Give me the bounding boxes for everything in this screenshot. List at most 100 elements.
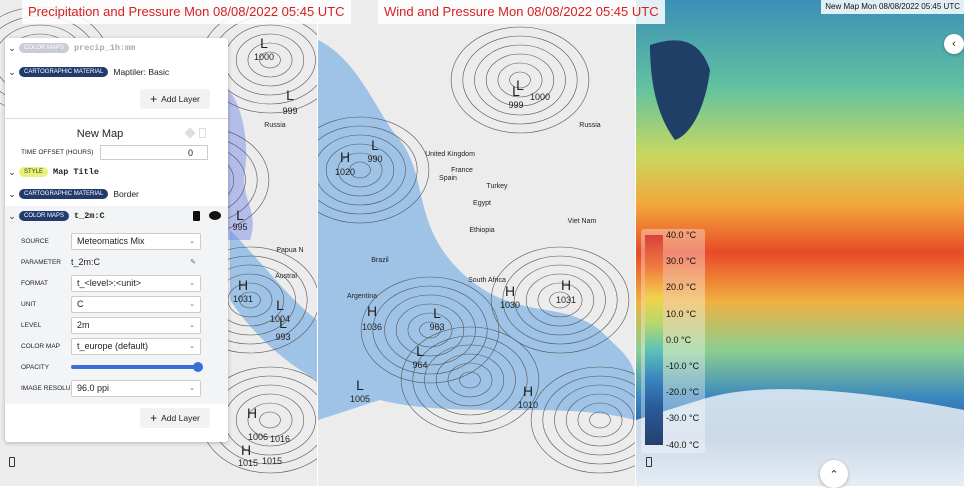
antarctica <box>636 389 964 486</box>
field-label: UNIT <box>21 300 37 308</box>
isobar <box>259 411 281 429</box>
isobar <box>349 161 371 179</box>
map-label: 1030 <box>500 300 520 310</box>
layer-name: Map Title <box>53 167 99 177</box>
layer-row[interactable]: ⌄ STYLE Map Title <box>5 163 228 181</box>
map-label: 1010 <box>518 400 538 410</box>
time-offset-input[interactable]: 0 <box>100 144 208 160</box>
chevron: ⌄ <box>8 210 16 221</box>
map-label: H <box>367 303 377 319</box>
divider <box>5 118 228 119</box>
collapse-button[interactable]: ‹ <box>944 34 964 54</box>
field-row: OPACITY <box>5 358 228 376</box>
field-row: FORMAT t_<level>:<unit> ⌄ <box>5 274 228 292</box>
isobar <box>360 276 500 384</box>
map-label: 995 <box>232 222 247 232</box>
map-label: L <box>236 207 244 223</box>
value-text: 96.0 ppi <box>77 383 110 393</box>
field-label: OPACITY <box>21 363 50 371</box>
delete-icon[interactable] <box>193 211 200 221</box>
panel-title: Wind and Pressure Mon 08/08/2022 05:45 U… <box>378 0 665 24</box>
expand-button[interactable]: ⌃ <box>820 460 848 488</box>
field-row: IMAGE RESOLUTION 96.0 ppi ⌄ <box>5 379 228 397</box>
map-label: 1031 <box>556 295 576 305</box>
legend-label: 30.0 °C <box>666 256 697 267</box>
map-label: L <box>416 343 424 359</box>
map-label: 1020 <box>335 167 355 177</box>
map-label: Ethiopia <box>469 227 494 234</box>
layer-row[interactable]: ⌄ CARTOGRAPHIC MATERIAL Maptiler: Basic <box>5 63 228 81</box>
layer-row[interactable]: ⌄ COLOR MAPS precip_1h:mm <box>5 39 228 57</box>
map-label: L <box>286 87 294 103</box>
map-label: Spain <box>439 175 457 182</box>
layer-tag: COLOR MAPS <box>19 211 70 221</box>
isobar <box>407 312 453 348</box>
time-offset: TIME OFFSET (HOURS) 0 <box>5 143 228 161</box>
dropdown-icon: ⌄ <box>189 322 195 329</box>
map-label: 1015 <box>262 456 282 466</box>
isobar <box>542 375 635 465</box>
field-value[interactable]: 2m ⌄ <box>71 316 201 334</box>
field-label: SOURCE <box>21 237 49 245</box>
field-value[interactable]: C ⌄ <box>71 295 201 313</box>
visibility-icon[interactable] <box>209 211 221 220</box>
value-text: t_europe (default) <box>77 341 149 351</box>
value-text: C <box>77 299 84 309</box>
map-label: H <box>241 442 251 458</box>
opacity-slider[interactable] <box>71 362 203 372</box>
icon <box>199 128 206 138</box>
map-label: L <box>276 297 284 313</box>
map-label: South Africa <box>468 277 506 284</box>
map-label: 963 <box>429 322 444 332</box>
field-label: IMAGE RESOLUTION <box>21 384 87 392</box>
plus-icon: + <box>150 411 158 425</box>
map-label: Brazil <box>371 257 389 264</box>
map-label: Viet Nam <box>568 218 597 225</box>
isobar <box>235 33 305 87</box>
layers-icon[interactable] <box>9 457 15 467</box>
map-label: L <box>356 377 364 393</box>
isobar <box>447 362 493 398</box>
legend-label: 0.0 °C <box>666 334 692 345</box>
field-value[interactable]: t_2m:C ✎ <box>71 254 201 271</box>
map-label: 1031 <box>233 294 253 304</box>
isobar <box>509 71 531 89</box>
map-label: 1006 <box>248 432 268 442</box>
field-row: PARAMETER t_2m:C ✎ <box>5 253 228 271</box>
field-value[interactable]: 96.0 ppi ⌄ <box>71 379 201 397</box>
color-legend: 40.0 °C 30.0 °C 20.0 °C 10.0 °C 0.0 °C -10.0 … <box>641 229 705 453</box>
map-label: Turkey <box>486 183 508 190</box>
isobar <box>325 143 395 197</box>
field-label: LEVEL <box>21 321 42 329</box>
map-label: 1015 <box>238 458 258 468</box>
layers-icon[interactable] <box>646 457 652 467</box>
button-label: Add Layer <box>161 413 200 423</box>
chevron: ⌄ <box>8 42 16 53</box>
map-label: L <box>433 305 441 321</box>
field-value[interactable]: t_europe (default) ⌄ <box>71 337 201 355</box>
dropdown-icon: ⌄ <box>189 301 195 308</box>
button-label: Add Layer <box>161 94 200 104</box>
add-layer-button[interactable]: + Add Layer <box>140 89 210 109</box>
map-label: 999 <box>282 106 297 116</box>
map-label: 1000 <box>254 52 274 62</box>
isobar <box>424 344 516 416</box>
legend-label: -40.0 °C <box>666 439 700 450</box>
field-label: TIME OFFSET (HOURS) <box>21 148 94 156</box>
map-label: Egypt <box>473 200 491 207</box>
panel-title: New Map Mon 08/08/2022 05:45 UTC <box>821 0 964 14</box>
layer-name: t_2m:C <box>74 211 105 221</box>
isobar <box>537 282 583 318</box>
legend-label: -30.0 °C <box>666 413 700 424</box>
field-value[interactable]: Meteomatics Mix ⌄ <box>71 232 201 250</box>
field-value[interactable]: t_<level>:<unit> ⌄ <box>71 274 201 292</box>
legend-label: 20.0 °C <box>666 282 697 293</box>
isobar <box>247 42 293 78</box>
map-label: Austral <box>275 273 297 280</box>
isobar <box>412 335 528 425</box>
layer-row[interactable]: ⌄ COLOR MAPS t_2m:C <box>5 207 228 225</box>
layer-row[interactable]: ⌄ CARTOGRAPHIC MATERIAL Border <box>5 185 228 203</box>
ocean <box>230 230 317 380</box>
add-layer-button[interactable]: + Add Layer <box>140 408 210 428</box>
